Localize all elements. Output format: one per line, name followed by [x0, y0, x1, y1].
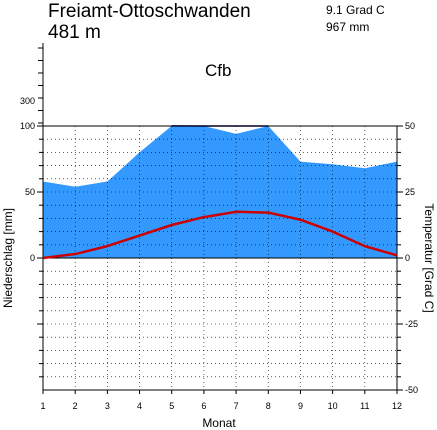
- right-tick-label: -25: [405, 319, 418, 329]
- x-tick-label: 11: [360, 401, 369, 411]
- x-tick-label: 7: [234, 401, 239, 411]
- left-tick-label: 0: [30, 253, 35, 263]
- station-title: Freiamt-Ottoschwanden: [48, 1, 251, 22]
- right-axis-title: Temperatur [Grad C]: [422, 203, 436, 312]
- right-tick-label: 50: [405, 121, 415, 131]
- x-tick-label: 10: [328, 401, 338, 411]
- x-tick-label: 5: [169, 401, 174, 411]
- x-tick-label: 6: [201, 401, 206, 411]
- x-tick-label: 1: [40, 401, 45, 411]
- right-tick-label: -50: [405, 385, 418, 395]
- x-tick-label: 9: [298, 401, 303, 411]
- x-tick-label: 2: [73, 401, 78, 411]
- x-axis-title: Monat: [202, 416, 236, 430]
- x-tick-label: 3: [105, 401, 110, 411]
- left-tick-label: 300: [20, 96, 35, 106]
- left-axis-title: Niederschlag [mm]: [1, 208, 15, 308]
- left-tick-label: 100: [20, 121, 35, 131]
- annual-temperature: 9.1 Grad C: [326, 3, 385, 17]
- annual-precipitation: 967 mm: [326, 20, 369, 34]
- elevation-label: 481 m: [48, 22, 101, 43]
- right-tick-label: 0: [405, 253, 410, 263]
- x-tick-label: 4: [137, 401, 142, 411]
- x-tick-label: 12: [392, 401, 402, 411]
- left-tick-label: 50: [25, 187, 35, 197]
- climate-classification: Cfb: [205, 61, 231, 80]
- right-tick-label: 25: [405, 187, 415, 197]
- temperature-line: [42, 210, 398, 260]
- x-tick-label: 8: [266, 401, 271, 411]
